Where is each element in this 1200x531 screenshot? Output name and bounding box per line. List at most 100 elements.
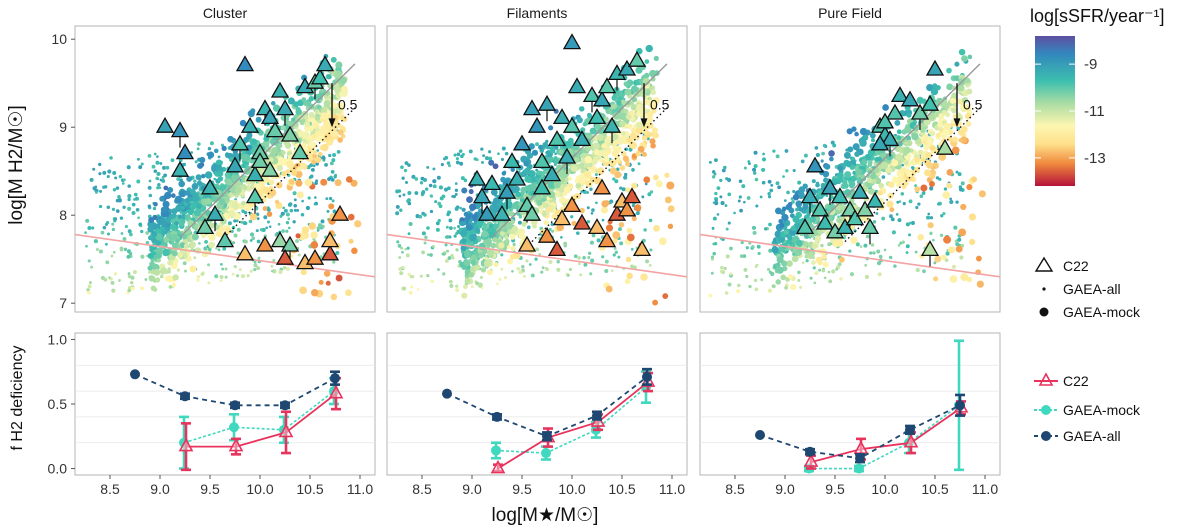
gaea-mock-point xyxy=(251,139,258,145)
gaea-mock-point xyxy=(528,143,535,150)
c22-point xyxy=(260,108,280,125)
gaea-all-point xyxy=(94,185,98,189)
gaea-mock-point xyxy=(553,180,561,189)
gaea-mock-point xyxy=(976,280,984,288)
legend-gaea-mock-line-marker xyxy=(1041,405,1051,415)
gaea-all-point xyxy=(812,266,816,270)
gaea-mock-point xyxy=(315,93,323,101)
gaea-all-point xyxy=(590,211,594,215)
c22-point xyxy=(205,204,225,221)
gaea-mock-point xyxy=(640,273,648,281)
c22-marker xyxy=(178,437,194,452)
gaea-mock-point xyxy=(878,182,884,189)
gaea-all-point xyxy=(710,271,714,275)
gaea-all-point xyxy=(747,160,751,163)
gaea-mock-point xyxy=(625,187,631,193)
gaea-all-point xyxy=(710,257,714,261)
gaea-all-point xyxy=(122,205,126,209)
gaea-all-point xyxy=(324,162,328,167)
gaea-all-point xyxy=(635,211,640,216)
legend-gaea-mock-marker xyxy=(1039,307,1049,317)
gaea-all-marker xyxy=(442,388,452,399)
c22-point xyxy=(467,169,487,186)
c22-line xyxy=(810,407,962,463)
gaea-all-point xyxy=(445,225,449,229)
gaea-mock-point xyxy=(155,247,164,255)
gaea-mock-point xyxy=(625,113,632,120)
x-tick-label: 11.0 xyxy=(972,481,998,497)
gaea-all-point xyxy=(740,240,744,245)
gaea-all-point xyxy=(289,208,294,213)
gaea-all-point xyxy=(153,152,157,156)
gaea-all-point xyxy=(221,267,225,271)
gaea-all-point xyxy=(929,231,933,236)
gaea-all-point xyxy=(127,193,132,198)
gaea-all-point xyxy=(927,212,931,216)
gaea-mock-point xyxy=(501,171,507,176)
c22-point xyxy=(562,116,582,133)
gaea-mock-point xyxy=(147,252,154,259)
gaea-mock-point xyxy=(842,179,848,186)
gaea-all-point xyxy=(454,182,458,185)
gaea-mock-point xyxy=(612,145,618,151)
gaea-all-point xyxy=(710,255,714,259)
gaea-mock-point xyxy=(460,245,467,252)
gaea-mock-point xyxy=(929,172,936,179)
gaea-mock-point xyxy=(523,161,529,167)
gaea-mock-point xyxy=(518,232,525,240)
gaea-all-point xyxy=(309,174,314,179)
gaea-all-point xyxy=(98,172,102,176)
gaea-all-point xyxy=(737,283,741,288)
gaea-mock-point xyxy=(598,150,605,157)
gaea-all-point xyxy=(850,272,854,276)
gaea-all-point xyxy=(436,175,441,180)
gaea-mock-point xyxy=(219,184,227,191)
gaea-mock-point xyxy=(869,132,876,139)
c22-point xyxy=(855,200,875,217)
legend-gaea-mock-line-label: GAEA-mock xyxy=(1063,402,1141,418)
gaea-mock-point xyxy=(351,247,358,255)
gaea-all-point xyxy=(285,220,290,225)
gaea-all-point xyxy=(630,264,634,269)
gaea-all-point xyxy=(147,154,152,158)
gaea-mock-point xyxy=(846,128,853,135)
gaea-mock-point xyxy=(189,189,196,196)
gaea-all-point xyxy=(958,187,964,192)
gaea-all-point xyxy=(768,270,772,274)
gaea-all-point xyxy=(714,191,718,196)
gaea-mock-point xyxy=(299,162,306,169)
gaea-all-point xyxy=(331,158,336,163)
gaea-all-point xyxy=(455,157,459,161)
gaea-mock-point xyxy=(492,237,498,243)
c22-point xyxy=(330,204,350,221)
gaea-all-point xyxy=(204,239,208,244)
gaea-all-point xyxy=(444,155,449,160)
gaea-all-point xyxy=(712,216,717,221)
gaea-all-point xyxy=(98,249,103,254)
gaea-all-point xyxy=(631,203,635,208)
top-panel-frame xyxy=(699,25,1001,313)
gaea-all-point xyxy=(219,262,223,266)
gaea-mock-point xyxy=(207,151,215,159)
c22-point xyxy=(532,178,552,195)
gaea-all-point xyxy=(100,230,105,235)
gaea-all-point xyxy=(521,265,525,269)
gaea-mock-point xyxy=(923,134,929,141)
c22-line xyxy=(186,392,337,448)
gaea-all-point xyxy=(197,142,201,146)
gaea-mock-point xyxy=(348,238,354,244)
legend-gaea-all-label: GAEA-all xyxy=(1063,281,1121,297)
gaea-mock-point xyxy=(920,127,926,133)
gaea-all-point xyxy=(443,251,447,254)
gaea-all-point xyxy=(120,232,124,235)
gaea-all-point xyxy=(407,163,411,167)
gaea-all-point xyxy=(316,226,321,231)
gaea-all-point xyxy=(504,151,509,156)
gaea-all-point xyxy=(518,215,523,219)
gaea-all-point xyxy=(399,271,404,276)
gaea-mock-point xyxy=(906,171,913,178)
gaea-all-point xyxy=(257,256,261,260)
c22-point xyxy=(215,231,235,248)
gaea-mock-point xyxy=(334,179,342,187)
gaea-mock-point xyxy=(531,149,539,156)
